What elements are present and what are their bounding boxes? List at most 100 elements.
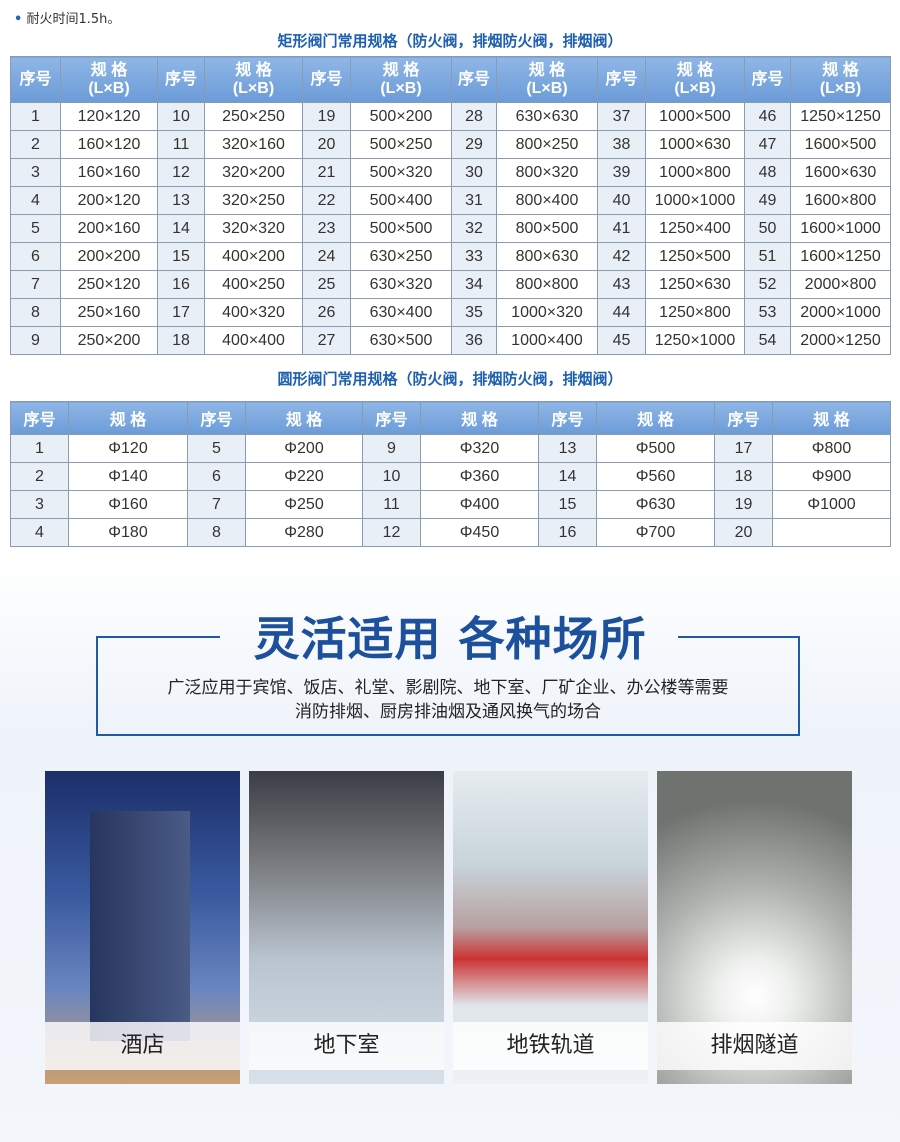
spec-cell: Φ630 (596, 490, 715, 519)
index-cell: 20 (714, 518, 773, 547)
spec-cell: Φ200 (245, 434, 363, 463)
index-cell: 17 (157, 298, 205, 327)
index-cell: 14 (538, 462, 597, 491)
header-spec-label: 规 格 (676, 61, 714, 79)
spec-cell: Φ220 (245, 462, 363, 491)
spec-cell: 1600×500 (790, 130, 891, 159)
header-spec-sub: (L×B) (819, 79, 862, 97)
spec-cell: Φ450 (420, 518, 539, 547)
header-index: 序号 (362, 401, 421, 435)
round-spec-table: 序号规 格序号规 格序号规 格序号规 格序号规 格 1 Φ120 5 Φ200 9 Φ320… (10, 401, 891, 547)
index-cell: 5 (187, 434, 246, 463)
index-cell: 34 (451, 270, 497, 299)
fire-resistance-note: • 耐火时间1.5h。 (14, 8, 120, 27)
spec-cell: 320×160 (204, 130, 303, 159)
scene-tunnel: 排烟隧道 (657, 771, 852, 1084)
index-cell: 10 (157, 102, 205, 131)
spec-cell: 400×250 (204, 270, 303, 299)
header-index: 序号 (744, 56, 791, 103)
index-cell: 22 (302, 186, 351, 215)
index-cell: 54 (744, 326, 791, 355)
header-spec-label: 规 格 (822, 61, 859, 79)
spec-cell: Φ320 (420, 434, 539, 463)
scene-label: 排烟隧道 (657, 1022, 852, 1070)
spec-cell: 630×630 (496, 102, 598, 131)
spec-cell: 120×120 (60, 102, 158, 131)
spec-cell: 630×320 (350, 270, 452, 299)
spec-cell: Φ800 (772, 434, 891, 463)
index-cell: 7 (10, 270, 61, 299)
spec-cell: 500×320 (350, 158, 452, 187)
header-spec: 规 格 (245, 401, 363, 435)
table-row: 3 Φ160 7 Φ250 11 Φ400 15 Φ630 19 Φ1000 (10, 490, 891, 519)
spec-cell: 320×250 (204, 186, 303, 215)
spec-cell: 200×200 (60, 242, 158, 271)
index-cell: 8 (10, 298, 61, 327)
index-cell: 38 (597, 130, 646, 159)
index-cell: 8 (187, 518, 246, 547)
index-cell: 45 (597, 326, 646, 355)
index-cell: 3 (10, 490, 69, 519)
header-spec-label: 规 格 (382, 61, 420, 79)
index-cell: 14 (157, 214, 205, 243)
spec-cell: Φ1000 (772, 490, 891, 519)
index-cell: 10 (362, 462, 421, 491)
spec-cell: 1000×500 (645, 102, 745, 131)
spec-cell: 1600×1250 (790, 242, 891, 271)
index-cell: 18 (714, 462, 773, 491)
spec-cell: 250×120 (60, 270, 158, 299)
index-cell: 4 (10, 518, 69, 547)
spec-cell: 400×400 (204, 326, 303, 355)
header-spec-sub: (L×B) (380, 79, 422, 97)
spec-cell: 500×500 (350, 214, 452, 243)
header-spec-sub: (L×B) (526, 79, 568, 97)
index-cell: 3 (10, 158, 61, 187)
spec-cell: 200×120 (60, 186, 158, 215)
index-cell: 32 (451, 214, 497, 243)
spec-cell: 400×200 (204, 242, 303, 271)
index-cell: 44 (597, 298, 646, 327)
spec-cell: Φ400 (420, 490, 539, 519)
index-cell: 5 (10, 214, 61, 243)
header-index: 序号 (451, 56, 497, 103)
index-cell: 19 (714, 490, 773, 519)
spec-cell: 320×200 (204, 158, 303, 187)
scene-basement: 地下室 (249, 771, 444, 1084)
header-index: 序号 (538, 401, 597, 435)
header-index: 序号 (10, 56, 61, 103)
table-row: 5 200×160 14 320×320 23 500×500 32 800×500 41 125… (10, 214, 891, 243)
index-cell: 16 (538, 518, 597, 547)
index-cell: 20 (302, 130, 351, 159)
spec-cell: 200×160 (60, 214, 158, 243)
spec-cell: 630×500 (350, 326, 452, 355)
table-row: 6 200×200 15 400×200 24 630×250 33 800×630 42 125… (10, 242, 891, 271)
spec-cell: Φ700 (596, 518, 715, 547)
spec-cell: 160×120 (60, 130, 158, 159)
index-cell: 53 (744, 298, 791, 327)
bullet: • (14, 12, 23, 27)
header-index: 序号 (157, 56, 205, 103)
table-row: 8 250×160 17 400×320 26 630×400 35 1000×320 44 12… (10, 298, 891, 327)
header-spec-sub: (L×B) (88, 79, 130, 97)
index-cell: 36 (451, 326, 497, 355)
table-row: 1 120×120 10 250×250 19 500×200 28 630×630 37 100… (10, 102, 891, 131)
round-table-title: 圆形阀门常用规格（防火阀，排烟防火阀，排烟阀） (277, 370, 623, 388)
index-cell: 30 (451, 158, 497, 187)
index-cell: 11 (362, 490, 421, 519)
index-cell: 24 (302, 242, 351, 271)
index-cell: 9 (10, 326, 61, 355)
header-spec-sub: (L×B) (232, 79, 275, 97)
index-cell: 6 (187, 462, 246, 491)
spec-cell: 1250×400 (645, 214, 745, 243)
index-cell: 13 (538, 434, 597, 463)
spec-cell: 800×630 (496, 242, 598, 271)
index-cell: 1 (10, 102, 61, 131)
header-spec-label: 规 格 (235, 61, 272, 79)
header-spec: 规 格 (772, 401, 891, 435)
index-cell: 47 (744, 130, 791, 159)
index-cell: 52 (744, 270, 791, 299)
spec-cell: Φ360 (420, 462, 539, 491)
spec-cell: 250×200 (60, 326, 158, 355)
spec-cell: 320×320 (204, 214, 303, 243)
index-cell: 12 (157, 158, 205, 187)
